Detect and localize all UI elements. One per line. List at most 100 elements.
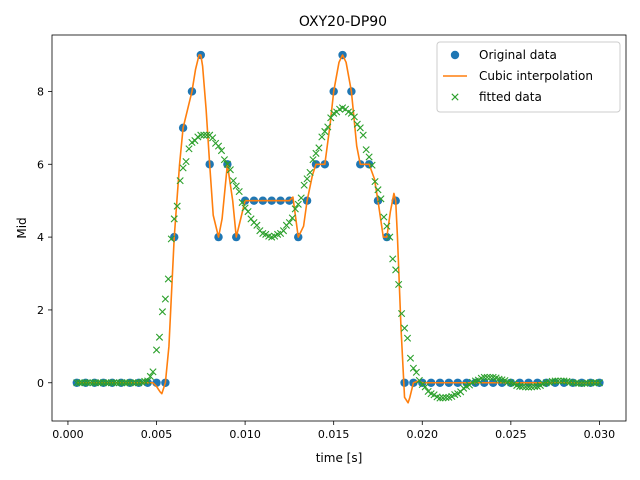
fitted-data-point — [312, 149, 320, 157]
fitted-data-point — [581, 379, 589, 387]
fitted-data-point — [113, 379, 121, 387]
fitted-data-point — [107, 379, 115, 387]
fitted-data-point — [380, 213, 388, 221]
fitted-data-point — [350, 113, 358, 121]
fitted-data-point — [392, 266, 400, 274]
fitted-data-point — [105, 379, 113, 387]
chart-title: OXY20-DP90 — [299, 14, 387, 30]
fitted-data-point — [306, 168, 314, 177]
fitted-data-point — [300, 181, 308, 189]
fitted-data-point — [572, 379, 580, 387]
fitted-data-point — [403, 334, 412, 342]
fitted-data-point — [374, 186, 382, 194]
x-tick-label: 0.010 — [229, 428, 261, 441]
fitted-data-point — [516, 382, 524, 390]
fitted-data-point — [235, 187, 243, 196]
fitted-data-point — [542, 379, 550, 387]
fitted-data-point — [167, 235, 175, 243]
fitted-data-point — [519, 382, 527, 391]
fitted-data-point — [371, 177, 379, 186]
fitted-data-point — [421, 383, 429, 391]
fitted-data-point — [91, 379, 99, 387]
fitted-data-point — [288, 214, 296, 222]
fitted-data-point — [152, 346, 161, 354]
fitted-data-point — [121, 379, 129, 387]
fitted-data-point — [560, 377, 568, 385]
fitted-data-point — [442, 393, 450, 402]
fitted-data-point — [229, 177, 237, 185]
fitted-data-point — [527, 383, 536, 391]
fitted-data-point — [359, 131, 367, 139]
fitted-data-point — [173, 202, 181, 210]
fitted-data-point — [285, 218, 293, 227]
fitted-data-point — [176, 177, 184, 185]
fitted-data-point — [126, 379, 134, 387]
fitted-data-point — [297, 194, 305, 202]
fitted-data-point — [115, 379, 123, 387]
fitted-data-point — [383, 222, 391, 230]
y-axis: 0 2 4 6 8 — [37, 85, 52, 390]
fitted-data-point — [398, 309, 406, 318]
y-tick-label: 0 — [37, 377, 44, 390]
fitted-data-point — [575, 379, 583, 387]
fitted-data-point — [480, 373, 488, 381]
fitted-data-point — [368, 161, 376, 169]
fitted-data-point — [123, 379, 131, 387]
fitted-data-point — [132, 379, 140, 387]
fitted-data-point — [185, 145, 193, 153]
cubic-interpolation-line — [76, 54, 600, 404]
legend-entry-label: Original data — [479, 48, 557, 62]
fitted-data-point — [595, 379, 604, 387]
y-tick-label: 4 — [37, 231, 44, 244]
fitted-data-point — [522, 383, 530, 391]
fitted-data-point — [158, 308, 167, 316]
fitted-data-point — [217, 147, 226, 155]
fitted-data-point — [110, 379, 118, 387]
fitted-data-point — [303, 175, 311, 183]
fitted-data-point — [149, 368, 157, 376]
fitted-data-point — [377, 195, 385, 203]
y-tick-label: 2 — [37, 304, 44, 317]
legend: Original data Cubic interpolation fitted d… — [436, 41, 621, 113]
fitted-data-point — [409, 364, 417, 372]
fitted-data-point — [214, 142, 223, 150]
x-tick-label: 0.015 — [318, 428, 350, 441]
fitted-data-point — [548, 377, 556, 385]
fitted-data-point — [400, 324, 409, 332]
fitted-data-point — [164, 275, 172, 283]
fitted-data-point — [566, 378, 574, 386]
x-axis: 0.000 0.005 0.010 0.015 0.020 0.025 0.030 — [52, 421, 615, 441]
x-tick-label: 0.025 — [495, 428, 527, 441]
fitted-data-point — [318, 133, 326, 141]
fitted-data-point — [238, 198, 246, 207]
fitted-data-point — [279, 227, 288, 235]
fitted-data-point — [253, 221, 261, 229]
fitted-data-point — [589, 379, 598, 387]
fitted-data-point — [321, 127, 329, 136]
fitted-data-point — [554, 377, 562, 385]
fitted-data-point — [395, 280, 403, 289]
fitted-data-point — [309, 156, 317, 164]
fitted-data-point — [220, 156, 229, 164]
fitted-data-point — [356, 124, 364, 132]
fitted-data-point — [200, 131, 208, 139]
fitted-data-point — [97, 379, 105, 387]
x-tick-label: 0.020 — [407, 428, 439, 441]
fitted-data-point — [179, 164, 187, 172]
fitted-data-point — [182, 157, 190, 166]
fitted-data-point — [170, 215, 178, 223]
fitted-data-point — [365, 153, 373, 161]
fitted-data-point — [557, 377, 565, 385]
fitted-data-point — [144, 377, 152, 385]
y-tick-label: 8 — [37, 85, 44, 98]
x-axis-label: time [s] — [316, 451, 363, 465]
fitted-data-point — [291, 205, 299, 213]
y-axis-label: Mid — [15, 217, 29, 238]
fitted-data-point — [530, 382, 539, 391]
fitted-data-point — [569, 379, 577, 387]
fitted-data-point — [415, 376, 423, 385]
fitted-data-point — [324, 123, 332, 131]
fitted-data-point — [73, 379, 81, 387]
fitted-data-point — [226, 166, 234, 174]
